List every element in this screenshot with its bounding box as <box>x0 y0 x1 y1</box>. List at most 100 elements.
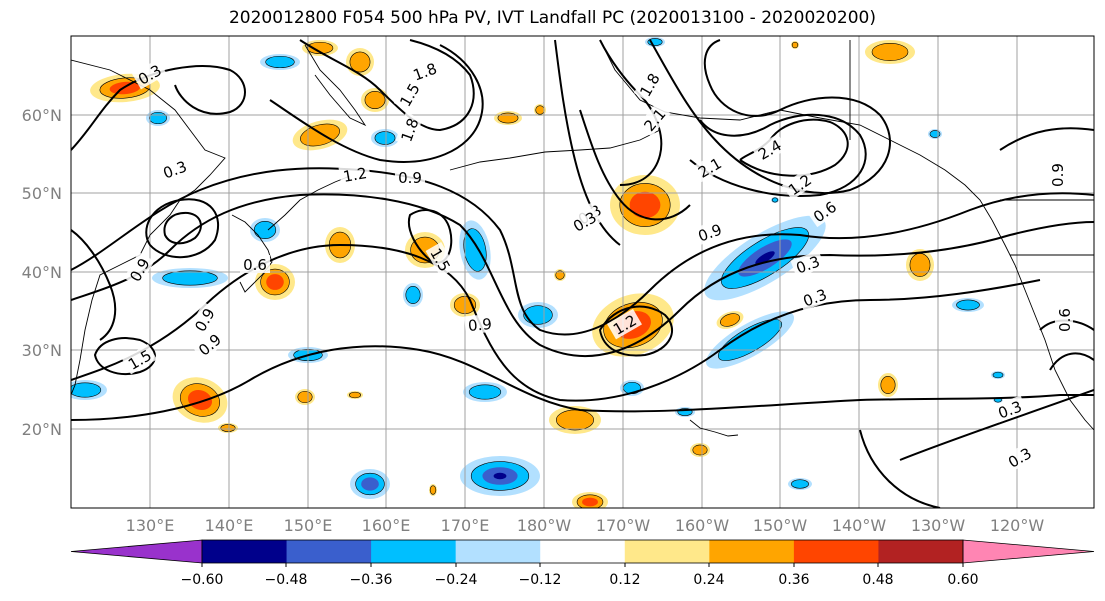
contour-line <box>71 167 1094 336</box>
coast-kamchatka <box>304 44 367 127</box>
pv-anomaly-shading <box>265 55 295 69</box>
contour-label-bg <box>425 242 457 277</box>
pv-anomaly-shading <box>929 130 941 138</box>
pv-anomaly-shading <box>629 191 661 219</box>
pv-anomaly-shading <box>497 112 519 124</box>
colorbar-segment <box>624 540 710 563</box>
pv-anomaly-shading <box>582 497 598 507</box>
contour-line <box>579 109 691 221</box>
contour-line <box>649 39 891 194</box>
contour-line <box>71 229 117 341</box>
contour-label-bg <box>192 327 227 361</box>
contour-label-bg <box>393 77 425 112</box>
contour-label: 0.9 <box>467 315 492 335</box>
colorbar-tick-label: 0.36 <box>778 572 809 588</box>
pv-anomaly-shading <box>555 270 565 280</box>
pv-anomaly-shading <box>162 270 218 286</box>
longitude-labels: 130°E 140°E 150°E 160°E 170°E 180°W 170°W 160°W… <box>126 516 1045 535</box>
contour-label-bg <box>123 252 155 287</box>
contour-label-bg <box>1055 305 1073 335</box>
pv-anomaly-shading <box>720 313 740 327</box>
contour-line <box>71 193 1094 358</box>
map-title: 2020012800 F054 500 hPa PV, IVT Landfall… <box>228 8 876 28</box>
coast-asia <box>71 59 226 396</box>
pv-anomaly-shading <box>348 391 362 399</box>
lon-label: 170°E <box>441 516 490 535</box>
pv-anomaly-shading <box>349 51 371 73</box>
coast-japan <box>231 214 273 293</box>
contour-label: 0.6 <box>1056 308 1074 332</box>
contour-label-bg <box>188 302 220 337</box>
contour-label-bg <box>122 343 157 375</box>
map-frame <box>70 35 1095 509</box>
pv-anomaly-shading <box>992 371 1004 379</box>
colorbar-tick-label: 0.60 <box>947 572 978 588</box>
pv-anomaly-shading <box>771 197 779 203</box>
pv-anomaly-shading <box>374 131 396 145</box>
pv-anomaly-shading <box>871 43 909 61</box>
pv-shading-layer <box>71 37 1005 508</box>
lon-label: 150°W <box>753 516 808 535</box>
contour-line <box>554 39 621 246</box>
colorbar-tick-label: 0.12 <box>609 572 640 588</box>
contour-line <box>859 389 1094 508</box>
contour-label-bg <box>395 168 425 186</box>
contour-label-bg <box>464 313 496 335</box>
pv-anomaly-shading <box>880 376 896 394</box>
contour-label-bg <box>692 151 727 183</box>
colorbar-frame <box>201 539 964 564</box>
colorbar-segment <box>540 540 626 563</box>
pv-anomaly-shading <box>909 253 931 277</box>
contour-line <box>999 127 1094 151</box>
pv-anomaly-shading <box>364 91 386 109</box>
lat-label: 30°N <box>22 341 62 360</box>
pv-anomaly-shading <box>187 389 213 411</box>
contour-label-bg <box>395 112 423 147</box>
pv-anomaly-shading <box>405 286 421 304</box>
contour-label-bg <box>1002 441 1037 473</box>
contour-label-bg <box>692 218 727 246</box>
contour-line <box>299 39 475 132</box>
lon-label: 140°E <box>205 516 254 535</box>
pv-contour-layer <box>71 39 1094 508</box>
contour-label-bg <box>607 308 642 340</box>
pv-anomaly-shading <box>220 424 236 432</box>
graticule <box>71 36 1094 508</box>
colorbar-tick-label: 0.48 <box>862 572 893 588</box>
lon-label: 130°E <box>126 516 175 535</box>
lon-label: 170°W <box>596 516 651 535</box>
lat-label: 20°N <box>22 420 62 439</box>
colorbar <box>70 539 1095 564</box>
pv-anomaly-shading <box>266 274 284 290</box>
contour-label-bg <box>407 57 442 85</box>
contour-label: 0.9 <box>398 169 422 187</box>
contour-label-bg <box>240 255 270 273</box>
lat-label: 40°N <box>22 263 62 282</box>
pv-anomaly-shading <box>429 485 437 495</box>
contour-label-bg <box>567 205 602 237</box>
contour-label-bg <box>806 195 842 228</box>
pv-anomaly-shading <box>535 105 545 115</box>
contour-label-bg <box>992 395 1027 423</box>
pv-anomaly-shading <box>647 38 663 46</box>
pv-anomaly-shading <box>468 384 502 400</box>
pv-anomaly-shading <box>791 41 799 49</box>
lon-label: 130°W <box>911 516 966 535</box>
colorbar-segment <box>793 540 879 563</box>
contour-label-bg <box>157 155 192 183</box>
pv-anomaly-shading <box>253 221 277 239</box>
contour-label-bg <box>633 67 665 102</box>
latitude-labels: 60°N 50°N 40°N 30°N 20°N <box>22 106 62 439</box>
colorbar-tick-label: 0.24 <box>693 572 724 588</box>
lon-label: 180°W <box>517 516 572 535</box>
pv-anomaly-shading <box>956 299 980 311</box>
contour-label-bg <box>637 102 671 137</box>
pv-anomaly-shading <box>791 479 809 489</box>
contour-line <box>269 44 484 163</box>
contour-line <box>145 198 220 259</box>
coast-hawaii <box>689 419 739 437</box>
pv-anomaly-shading <box>297 390 313 404</box>
pv-anomaly-shading <box>463 228 487 272</box>
colorbar-tick-label: −0.36 <box>350 572 393 588</box>
